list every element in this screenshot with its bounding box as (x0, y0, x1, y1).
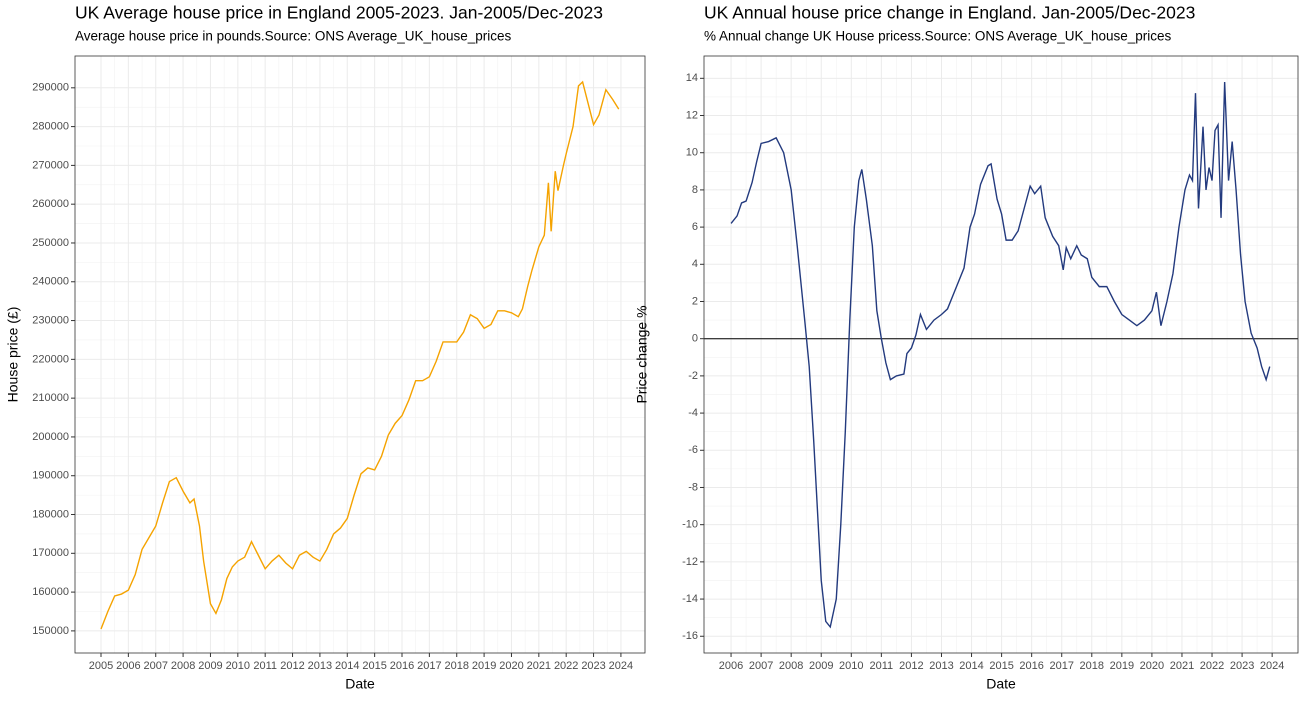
y-tick-label: 270000 (32, 159, 69, 171)
data-line (730, 82, 1271, 629)
x-tick-label: 2016 (390, 660, 414, 672)
x-tick-label: 2018 (1080, 660, 1104, 672)
chart-subtitle: Average house price in pounds.Source: ON… (75, 29, 512, 44)
x-tick-label: 2011 (253, 660, 277, 672)
y-tick-label: 160000 (32, 586, 69, 598)
y-tick-label: 10 (686, 147, 698, 159)
y-tick-label: -16 (682, 630, 698, 642)
x-tick-label: 2021 (1170, 660, 1194, 672)
x-tick-label: 2007 (749, 660, 773, 672)
x-tick-label: 2012 (899, 660, 923, 672)
panel (704, 56, 1298, 653)
y-tick-label: 8 (692, 184, 698, 196)
y-axis-title: Price change % (634, 305, 650, 403)
y-tick-label: -12 (682, 556, 698, 568)
x-tick-label: 2014 (959, 660, 983, 672)
y-tick-label: 6 (692, 221, 698, 233)
x-tick-label: 2007 (143, 660, 167, 672)
x-tick-label: 2015 (362, 660, 386, 672)
x-tick-label: 2019 (1110, 660, 1134, 672)
y-tick-label: 0 (692, 333, 698, 345)
y-tick-label: 260000 (32, 198, 69, 210)
x-tick-label: 2012 (280, 660, 304, 672)
chart-title: UK Average house price in England 2005-2… (75, 3, 603, 23)
x-tick-label: 2022 (1200, 660, 1224, 672)
y-axis-title: House price (£) (5, 307, 21, 403)
x-tick-label: 2010 (226, 660, 250, 672)
y-tick-label: 240000 (32, 276, 69, 288)
y-tick-label: 180000 (32, 508, 69, 520)
x-tick-label: 2022 (554, 660, 578, 672)
x-tick-label: 2010 (839, 660, 863, 672)
x-axis-title: Date (345, 676, 375, 692)
panel (75, 56, 645, 653)
y-tick-label: 150000 (32, 625, 69, 637)
x-tick-label: 2021 (527, 660, 551, 672)
y-tick-label: -4 (688, 407, 698, 419)
y-tick-label: 12 (686, 109, 698, 121)
y-tick-label: 14 (686, 72, 698, 84)
chart-subtitle: % Annual change UK House pricess.Source:… (704, 29, 1172, 44)
y-tick-label: 250000 (32, 237, 69, 249)
x-tick-label: 2024 (609, 660, 633, 672)
y-tick-label: 190000 (32, 470, 69, 482)
x-tick-label: 2015 (989, 660, 1013, 672)
x-tick-label: 2005 (89, 660, 113, 672)
x-tick-label: 2017 (417, 660, 441, 672)
y-tick-label: 4 (692, 258, 698, 270)
chart-title: UK Annual house price change in England.… (704, 3, 1195, 23)
x-tick-label: 2014 (335, 660, 359, 672)
panel-border (703, 55, 1299, 654)
x-tick-label: 2023 (1230, 660, 1254, 672)
y-tick-label: -14 (682, 593, 698, 605)
x-tick-label: 2011 (870, 660, 894, 672)
x-tick-label: 2009 (198, 660, 222, 672)
y-tick-label: -10 (682, 519, 698, 531)
y-tick-label: 2 (692, 295, 698, 307)
y-tick-label: 170000 (32, 547, 69, 559)
x-tick-label: 2017 (1049, 660, 1073, 672)
data-line (100, 80, 620, 630)
x-tick-label: 2013 (929, 660, 953, 672)
x-tick-label: 2006 (719, 660, 743, 672)
y-tick-label: 200000 (32, 431, 69, 443)
x-tick-label: 2018 (444, 660, 468, 672)
x-axis-title: Date (986, 676, 1016, 692)
x-tick-label: 2023 (581, 660, 605, 672)
x-tick-label: 2009 (809, 660, 833, 672)
x-tick-label: 2006 (116, 660, 140, 672)
y-tick-label: -6 (688, 444, 698, 456)
x-tick-label: 2008 (171, 660, 195, 672)
x-tick-label: 2016 (1019, 660, 1043, 672)
y-tick-label: 220000 (32, 353, 69, 365)
x-tick-label: 2013 (308, 660, 332, 672)
y-tick-label: -8 (688, 481, 698, 493)
x-tick-label: 2020 (1140, 660, 1164, 672)
x-tick-label: 2008 (779, 660, 803, 672)
y-tick-label: 230000 (32, 314, 69, 326)
y-tick-label: 210000 (32, 392, 69, 404)
x-tick-label: 2019 (472, 660, 496, 672)
x-tick-label: 2024 (1260, 660, 1284, 672)
x-tick-label: 2020 (499, 660, 523, 672)
y-tick-label: 290000 (32, 82, 69, 94)
y-tick-label: 280000 (32, 121, 69, 133)
y-tick-label: -2 (688, 370, 698, 382)
panel-border (74, 55, 646, 654)
